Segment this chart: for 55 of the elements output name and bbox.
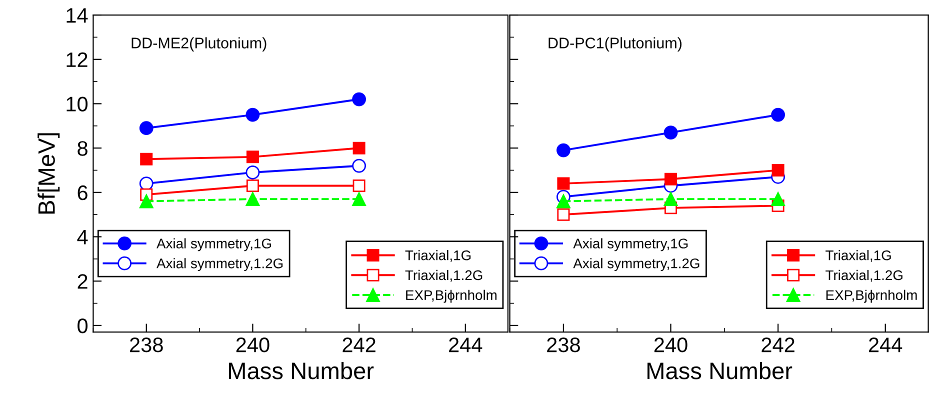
point (139, 121, 154, 136)
x-axis-title: Mass Number (229, 362, 374, 380)
text: DD-ME2(Plutonium) (132, 37, 266, 52)
point (664, 126, 678, 140)
point (352, 142, 366, 154)
y-tick-label: 0 (78, 318, 88, 334)
point (139, 176, 154, 190)
x-tick-label: 242 (762, 338, 794, 352)
point (246, 108, 260, 122)
y-axis-title: Bf[MeV] (38, 133, 60, 214)
legend-label: Axial symmetry,1.2G (156, 258, 283, 272)
x-tick-label: 240 (654, 338, 688, 352)
point (557, 208, 570, 221)
point (771, 192, 785, 206)
y-tick-label: 4 (77, 230, 88, 244)
point (139, 194, 154, 208)
legend-label: Triaxial,1.2G (826, 270, 902, 282)
x-axis-title: Mass Number (648, 362, 792, 380)
text: DD-PC1(Plutonium) (548, 37, 682, 52)
y-tick-label: 6 (78, 185, 88, 200)
legend-label: Axial symmetry,1.2G (573, 258, 700, 272)
y-tick-label: 10 (66, 96, 88, 112)
point (664, 192, 678, 206)
x-tick-label: 240 (236, 338, 270, 352)
y-tick-label: 12 (66, 52, 88, 67)
point (557, 177, 570, 190)
point (246, 166, 260, 180)
point (246, 180, 259, 192)
y-tick-label: 2 (78, 274, 88, 289)
x-tick-label: 242 (342, 338, 376, 352)
x-tick-label: 244 (449, 338, 482, 352)
legend-label: Triaxial,1G (405, 250, 471, 262)
legend-label: Axial symmetry,1G (573, 238, 688, 252)
point (246, 192, 260, 206)
point (556, 194, 570, 208)
point (352, 158, 366, 173)
legend-label: EXP,Bjϕrnholm (406, 290, 496, 303)
legend-label: Axial symmetry,1G (156, 238, 271, 252)
point (140, 152, 153, 166)
point (664, 172, 678, 186)
point (352, 92, 366, 106)
point (352, 180, 366, 192)
x-tick-label: 238 (130, 338, 163, 352)
y-tick-label: 8 (78, 141, 88, 156)
point (772, 164, 784, 176)
point (556, 143, 570, 158)
point (352, 192, 366, 206)
legend-label: EXP,Bjϕrnholm (826, 290, 917, 303)
y-tick-label: 14 (66, 8, 88, 23)
point (246, 150, 259, 164)
point (771, 108, 785, 122)
legend-label: Triaxial,1.2G (405, 270, 482, 282)
x-tick-label: 238 (547, 338, 580, 352)
x-tick-label: 244 (869, 338, 902, 352)
legend-label: Triaxial,1G (826, 250, 891, 262)
